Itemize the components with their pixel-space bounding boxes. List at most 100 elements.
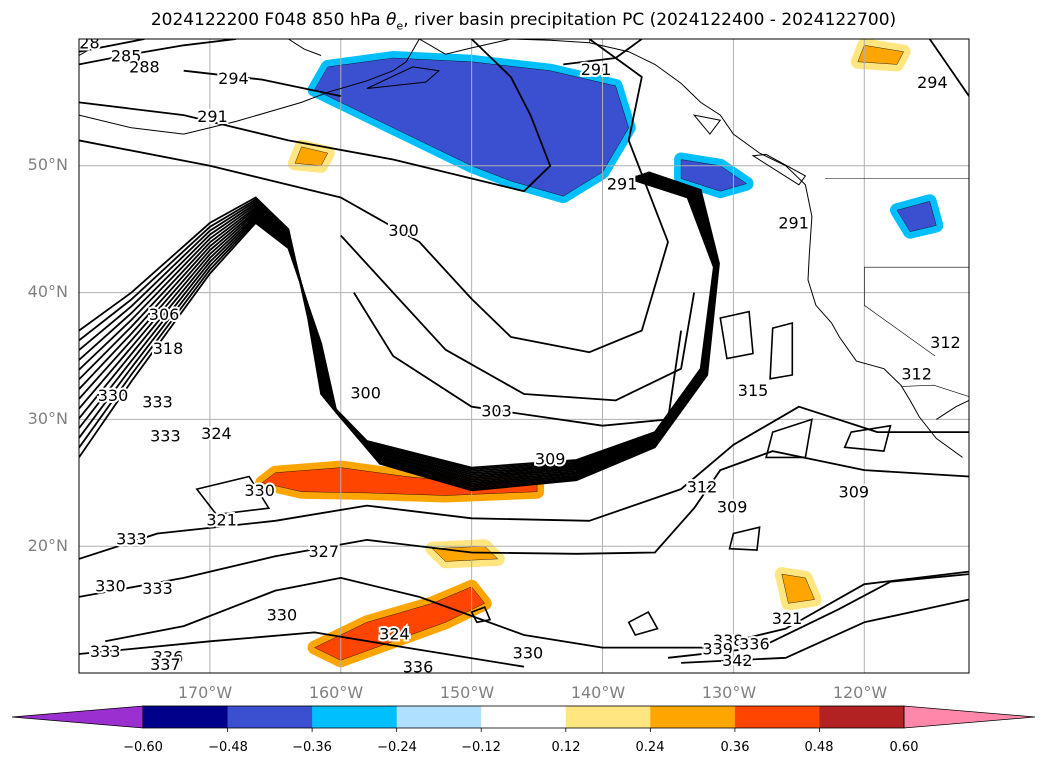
- contour-label-36: 336: [403, 657, 434, 676]
- graticule: [79, 39, 969, 673]
- contour-12: [183, 69, 341, 97]
- cbar-tick-1: −0.60: [123, 740, 163, 755]
- contour-label-29: 330: [95, 576, 126, 595]
- contour-13: [563, 39, 643, 66]
- contour-label-10: 306: [149, 305, 180, 324]
- lon-label-150w: 150°W: [439, 683, 495, 702]
- contour-label-27: 333: [116, 529, 147, 548]
- lat-label-40: 40°N: [27, 282, 68, 301]
- coastline: [419, 39, 963, 458]
- cbar-tick-10: 0.60: [889, 740, 919, 755]
- contour-14: [928, 39, 969, 97]
- theta-e-contours: [79, 39, 969, 668]
- contour-label-9: 300: [388, 221, 419, 240]
- colorbar-bin-8: [819, 706, 905, 728]
- contour-label-40: 336: [739, 635, 770, 654]
- contour-1: [79, 39, 669, 354]
- lon-label-120w: 120°W: [832, 683, 888, 702]
- contour-closed-6: [470, 606, 492, 624]
- contour-closed-5: [195, 475, 271, 516]
- contour-label-42: 342: [722, 651, 753, 670]
- contour-label-16: 315: [738, 381, 769, 400]
- colorbar-low-extend: [11, 705, 144, 729]
- contour-label-18: 312: [930, 333, 961, 352]
- contour-label-19: 333: [150, 427, 181, 446]
- coastline: [936, 399, 969, 420]
- contour-4: [79, 405, 969, 560]
- island: [692, 114, 722, 135]
- contour-label-20: 324: [201, 424, 232, 443]
- contour-label-8: 291: [778, 214, 809, 233]
- contour-label-26: 321: [206, 510, 237, 529]
- colorbar-bin-1: [227, 706, 313, 728]
- contour-closed-1: [769, 321, 794, 380]
- cbar-tick-8: 0.36: [720, 740, 750, 755]
- border-line: [864, 267, 936, 357]
- contour-label-15: 303: [481, 401, 512, 420]
- contour-closed-2: [765, 418, 813, 459]
- contour-label-4: 291: [581, 60, 612, 79]
- cbar-tick-4: −0.24: [377, 740, 417, 755]
- lon-label-170w: 170°W: [177, 683, 233, 702]
- contour-0: [79, 39, 552, 193]
- lon-label-130w: 130°W: [701, 683, 757, 702]
- contour-label-31: 330: [267, 605, 298, 624]
- contour-2: [340, 234, 695, 402]
- cbar-tick-2: −0.48: [208, 740, 248, 755]
- contour-9: [681, 598, 969, 664]
- contour-label-11: 318: [153, 339, 184, 358]
- contour-label-24: 309: [839, 482, 870, 501]
- colorbar-bin-6: [650, 706, 736, 728]
- contour-label-35: 337: [150, 655, 181, 674]
- precip-orange-sw: [781, 573, 815, 604]
- cbar-tick-5: −0.12: [461, 740, 501, 755]
- contour-label-28: 327: [308, 542, 339, 561]
- contour-jet-13: [79, 171, 720, 492]
- colorbar-bin-5: [565, 706, 651, 728]
- contour-label-22: 312: [687, 477, 718, 496]
- lon-label-140w: 140°W: [570, 683, 626, 702]
- cbar-tick-3: −0.36: [292, 740, 332, 755]
- colorbar-bin-4: [481, 706, 567, 728]
- border-line: [902, 384, 969, 397]
- colorbar-high-extend: [903, 705, 1036, 729]
- contour-6: [105, 570, 969, 649]
- contour-label-21: 309: [535, 449, 566, 468]
- contour-label-7: 291: [607, 174, 638, 193]
- contour-label-12: 330: [98, 386, 129, 405]
- colorbar: [11, 705, 1036, 732]
- contour-5: [79, 450, 969, 598]
- lon-label-160w: 160°W: [308, 683, 364, 702]
- island: [366, 66, 441, 89]
- cbar-tick-9: 0.48: [804, 740, 834, 755]
- colorbar-bin-7: [734, 706, 820, 728]
- contour-11: [79, 39, 145, 53]
- contour-label-5: 294: [917, 73, 948, 92]
- lat-label-50: 50°N: [27, 155, 68, 174]
- contour-label-6: 291: [197, 107, 228, 126]
- contour-label-34: 336: [153, 647, 184, 666]
- contour-label-1: 288: [129, 58, 160, 77]
- precip-blue-nw: [896, 201, 937, 232]
- contour-label-33: 333: [90, 642, 121, 661]
- contour-label-23: 309: [717, 498, 748, 517]
- contour-label-13: 333: [142, 392, 173, 411]
- contour-label-3: 294: [218, 69, 249, 88]
- contour-label-38: 321: [772, 609, 803, 628]
- island: [751, 153, 807, 186]
- contour-label-0: 285: [111, 46, 142, 65]
- contour-label-39: 338: [713, 631, 744, 650]
- colorbar-bin-0: [143, 706, 229, 728]
- contour-closed-7: [627, 611, 659, 636]
- precip-orange-top: [857, 45, 904, 65]
- contour-label-17: 312: [901, 365, 932, 384]
- contour-closed-0: [719, 310, 754, 360]
- lat-label-30: 30°N: [27, 409, 68, 428]
- contour-closed-3: [843, 424, 892, 452]
- colorbar-bin-2: [312, 706, 398, 728]
- contour-label-2: 28: [79, 34, 99, 53]
- contour-3: [353, 292, 682, 427]
- contour-label-37: 330: [513, 643, 544, 662]
